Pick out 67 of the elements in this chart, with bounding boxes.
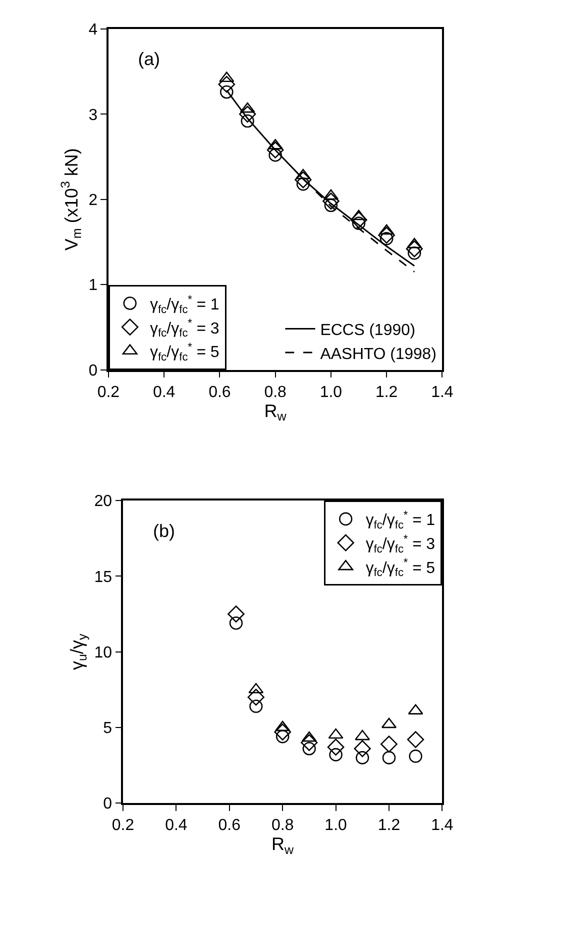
x-tick-label: 1.0 [324,817,348,834]
legend-label: γ$_{fc}$/γ$_{fc}$$^{*}$ = 3 [150,318,220,340]
y-tick-label: 15 [94,568,112,586]
legend-label: γ$_{fc}$/γ$_{fc}$$^{*}$ = 3 [366,533,436,556]
x-tick-label: 0.2 [112,817,134,834]
y-tick-label: 4 [88,22,98,39]
point [248,688,264,706]
y-tick-label: 2 [88,192,98,209]
x-tick-label: 1.2 [375,384,398,401]
point [406,238,422,248]
x-tick-label: 0.6 [218,817,241,834]
x-tick-label: 0.8 [271,817,294,834]
point [300,734,318,752]
x-tick-label: 0.4 [165,817,188,834]
point [350,211,368,228]
point [239,106,256,123]
x-axis-title: R$_{w}$ [264,400,288,424]
y-tick-label: 5 [103,720,112,738]
point [354,740,371,758]
point [294,171,312,188]
y-tick-label: 1 [88,277,98,294]
point [296,168,311,180]
point [351,210,366,220]
x-tick-label: 0.4 [152,384,176,401]
point [302,731,317,742]
point [219,72,234,82]
x-axis-title: R$_{w}$ [272,834,295,857]
legend-label: ECCS (1990) [320,322,416,339]
point [228,606,244,622]
x-tick-label: 1.4 [431,384,454,401]
point [378,226,396,244]
point [329,748,342,762]
y-tick-label: 10 [94,644,112,662]
legend-label: γ$_{fc}$/γ$_{fc}$$^{*}$ = 5 [150,341,220,364]
point [249,700,263,713]
x-tick-label: 1.0 [320,384,342,401]
point [218,76,236,93]
legend-label: γ$_{fc}$/γ$_{fc}$$^{*}$ = 5 [366,557,436,580]
y-tick-label: 0 [103,796,112,813]
point [407,731,424,748]
y-tick-label: 20 [94,493,112,510]
annotation: (a) [138,49,160,69]
y-tick-label: 3 [88,106,98,124]
point [380,736,398,753]
annotation: (b) [153,521,175,541]
legend-label: γ$_{fc}$/γ$_{fc}$$^{*}$ = 1 [366,509,436,532]
point [354,730,370,740]
point [275,720,290,732]
legend-label: γ$_{fc}$/γ$_{fc}$$^{*}$ = 1 [150,294,220,316]
legend-label: AASHTO (1998) [320,346,436,363]
point [322,192,340,210]
point [382,751,396,764]
point [328,728,344,739]
x-tick-label: 0.6 [208,384,231,401]
point [406,240,423,258]
point [356,751,370,764]
point [408,750,422,763]
point [274,724,292,740]
x-tick-label: 1.2 [378,817,400,834]
x-tick-label: 0.2 [97,384,120,401]
x-tick-label: 0.8 [264,384,287,401]
point [327,738,344,756]
point [220,85,234,99]
point [229,616,243,630]
x-tick-label: 1.4 [431,817,454,834]
point [266,142,284,158]
y-tick-label: 0 [88,362,98,380]
